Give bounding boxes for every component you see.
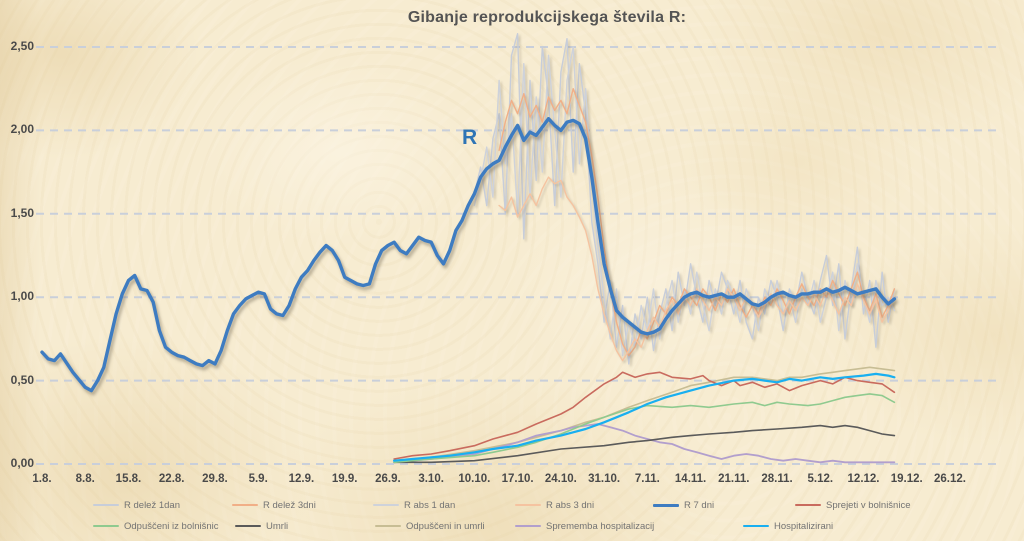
legend-item: Odpuščeni iz bolnišnic (93, 519, 219, 533)
x-tick-label: 8.8. (75, 473, 95, 485)
legend-marker (235, 525, 261, 527)
legend-marker (375, 525, 401, 527)
x-tick-label: 17.10. (501, 473, 534, 485)
x-tick-label: 21.11. (718, 473, 750, 485)
x-tick-label: 29.8. (202, 473, 228, 485)
y-tick-label: 1,50 (10, 205, 34, 220)
r-annotation: R (462, 126, 478, 149)
x-tick-label: 26.12. (934, 473, 966, 485)
series-line (498, 176, 896, 362)
legend-marker (93, 525, 119, 527)
legend-marker (93, 504, 119, 506)
series-line (393, 371, 896, 460)
legend-label: Hospitalizirani (774, 520, 834, 532)
x-tick-label: 28.11. (761, 473, 793, 485)
series-line (393, 424, 896, 464)
legend-item: Sprejeti v bolnišnice (795, 498, 911, 512)
x-tick-label: 12.12. (847, 473, 880, 485)
y-tick-label: 0,50 (10, 372, 34, 387)
x-tick-label: 14.11. (674, 473, 707, 485)
legend-marker (373, 504, 399, 506)
legend-label: R delež 3dni (263, 499, 316, 511)
legend-item: Odpuščeni in umrli (375, 519, 485, 533)
legend-label: Umrli (266, 520, 289, 532)
x-tick-label: 10.10. (458, 473, 491, 485)
series-line (473, 33, 896, 365)
legend-marker (653, 503, 679, 507)
y-tick-label: 2,00 (10, 122, 34, 137)
legend-marker (515, 525, 541, 527)
x-tick-label: 31.10. (588, 473, 621, 485)
x-tick-label: 22.8. (158, 473, 185, 485)
x-tick-label: 5.12. (807, 473, 834, 485)
legend-label: R abs 3 dni (546, 499, 595, 511)
series-line (40, 116, 897, 393)
legend-item: R abs 3 dni (515, 498, 594, 512)
legend-item: Hospitalizirani (743, 519, 833, 533)
y-tick-label: 0,00 (10, 456, 34, 470)
series-line (393, 393, 896, 464)
legend-label: Odpuščeni in umrli (406, 520, 485, 532)
x-tick-label: 5.9. (248, 473, 268, 485)
legend-item: Umrli (235, 519, 288, 533)
legend-item: R 7 dni (653, 498, 714, 512)
legend-label: R abs 1 dan (404, 499, 456, 511)
series-line (393, 423, 896, 464)
legend-item: R delež 3dni (232, 498, 316, 512)
x-tick-label: 3.10. (418, 473, 444, 485)
legend-item: R delež 1dan (93, 498, 180, 512)
legend-marker (743, 525, 769, 527)
x-tick-label: 19.9. (331, 473, 358, 485)
legend-label: R delež 1dan (124, 499, 180, 511)
x-tick-label: 26.9. (375, 473, 401, 485)
chart-title: Gibanje reprodukcijskega števila R: (407, 9, 687, 26)
legend-label: Sprejeti v bolnišnice (826, 499, 911, 511)
series-line (393, 372, 896, 462)
legend-marker (232, 504, 258, 506)
x-tick-label: 1.8. (32, 473, 52, 485)
legend-label: Odpuščeni iz bolnišnic (124, 520, 219, 532)
x-tick-label: 19.12. (890, 473, 923, 485)
legend-marker (795, 504, 821, 506)
x-tick-label: 7.11. (634, 473, 660, 485)
x-tick-label: 12.9. (288, 473, 315, 485)
legend-item: R abs 1 dan (373, 498, 455, 512)
legend-label: Sprememba hospitalizacij (546, 520, 655, 532)
legend-item: Sprememba hospitalizacij (515, 519, 654, 533)
y-tick-label: 2,50 (10, 39, 34, 53)
legend-marker (515, 504, 541, 506)
y-tick-label: 1,00 (10, 289, 34, 304)
legend-label: R 7 dni (684, 499, 715, 511)
x-tick-label: 15.8. (115, 473, 142, 485)
x-tick-label: 24.10. (544, 473, 577, 485)
